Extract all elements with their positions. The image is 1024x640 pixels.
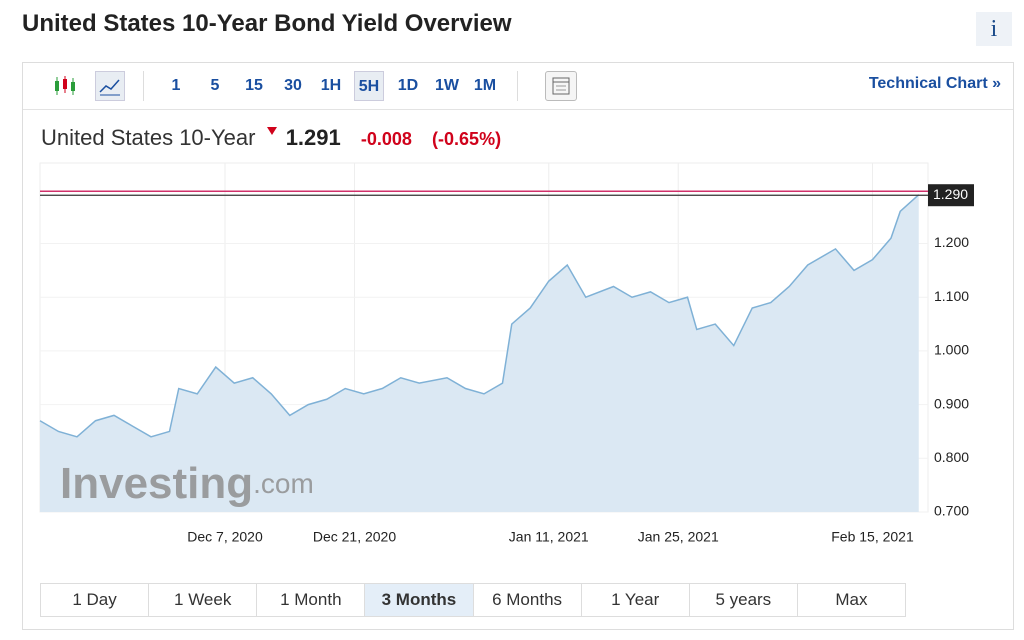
interval-button[interactable]: 5 <box>210 77 220 94</box>
range-button[interactable]: 1 Week <box>149 584 258 616</box>
calendar-icon[interactable] <box>545 71 577 101</box>
x-tick-label: Jan 25, 2021 <box>638 529 719 545</box>
price: 1.291 <box>285 125 341 150</box>
line <box>39 194 920 438</box>
y-tick-label: 0.700 <box>934 503 969 519</box>
y-tick-label: 0.900 <box>934 395 969 411</box>
range-button[interactable]: 6 Months <box>474 584 582 616</box>
quote: United States 10-Year 1.291 -0.008 (-0.6… <box>41 125 501 151</box>
instrument-name: United States 10-Year <box>41 125 256 150</box>
page-title: United States 10-Year Bond Yield Overvie… <box>22 10 512 37</box>
x-tick-label: Jan 11, 2021 <box>509 529 589 545</box>
x-tick-label: Feb 15, 2021 <box>831 529 914 545</box>
price-badge <box>928 184 974 207</box>
range-button[interactable]: Max <box>835 590 868 609</box>
line-chart-icon[interactable] <box>95 71 125 101</box>
range-selector: 1 Day 1 Week 1 Month 3 Months 6 Months 1 Year… <box>40 583 906 617</box>
range-button[interactable]: 1 Day <box>41 584 150 616</box>
watermark-brand: Investing <box>60 459 253 508</box>
down-arrow <box>266 127 277 135</box>
x-tick-label: Dec 7, 2020 <box>187 529 263 545</box>
range-button[interactable]: 1 Year <box>582 584 690 616</box>
interval-button[interactable]: 30 <box>284 77 302 94</box>
range-button[interactable]: 5 years <box>690 584 798 616</box>
interval-button[interactable]: 5H <box>354 71 384 101</box>
watermark-suffix: .com <box>253 468 314 499</box>
chart: Dec 7, 2020 Dec 21, 2020 Jan 11, 2021 Jan 2… <box>39 162 974 545</box>
y-tick-label: 1.000 <box>934 342 969 358</box>
x-tick-label: Dec 21, 2020 <box>313 529 396 545</box>
y-tick-label: 1.200 <box>934 234 969 250</box>
interval-button[interactable]: 1 <box>171 77 181 94</box>
technical-chart-link[interactable]: Technical Chart » <box>868 75 1001 92</box>
range-button[interactable]: 1 Month <box>257 584 366 616</box>
y-tick-label: 1.100 <box>934 288 969 304</box>
interval-button[interactable]: 1D <box>397 77 419 94</box>
toolbar: 1 5 15 30 1H 5H 1D 1W 1M Technical Chart » <box>23 63 1013 110</box>
interval-button[interactable]: 15 <box>245 77 263 94</box>
change-percent: (-0.65%) <box>432 129 502 149</box>
interval-button[interactable]: 1M <box>473 77 497 94</box>
interval-button[interactable]: 1W <box>435 77 459 94</box>
change: -0.008 <box>360 129 412 149</box>
y-tick-label: 0.800 <box>934 449 969 465</box>
chart-panel: 1 5 15 30 1H 5H 1D 1W 1M Technical Chart » Unite… <box>22 62 1014 630</box>
price-badge-label: 1.290 <box>933 186 968 202</box>
info-button[interactable]: i <box>976 12 1012 46</box>
candlestick-icon[interactable] <box>53 75 77 97</box>
area <box>40 194 919 512</box>
range-button[interactable]: 3 Months <box>365 584 474 616</box>
watermark: Investing.com <box>60 459 314 508</box>
interval-button[interactable]: 1H <box>320 77 342 94</box>
